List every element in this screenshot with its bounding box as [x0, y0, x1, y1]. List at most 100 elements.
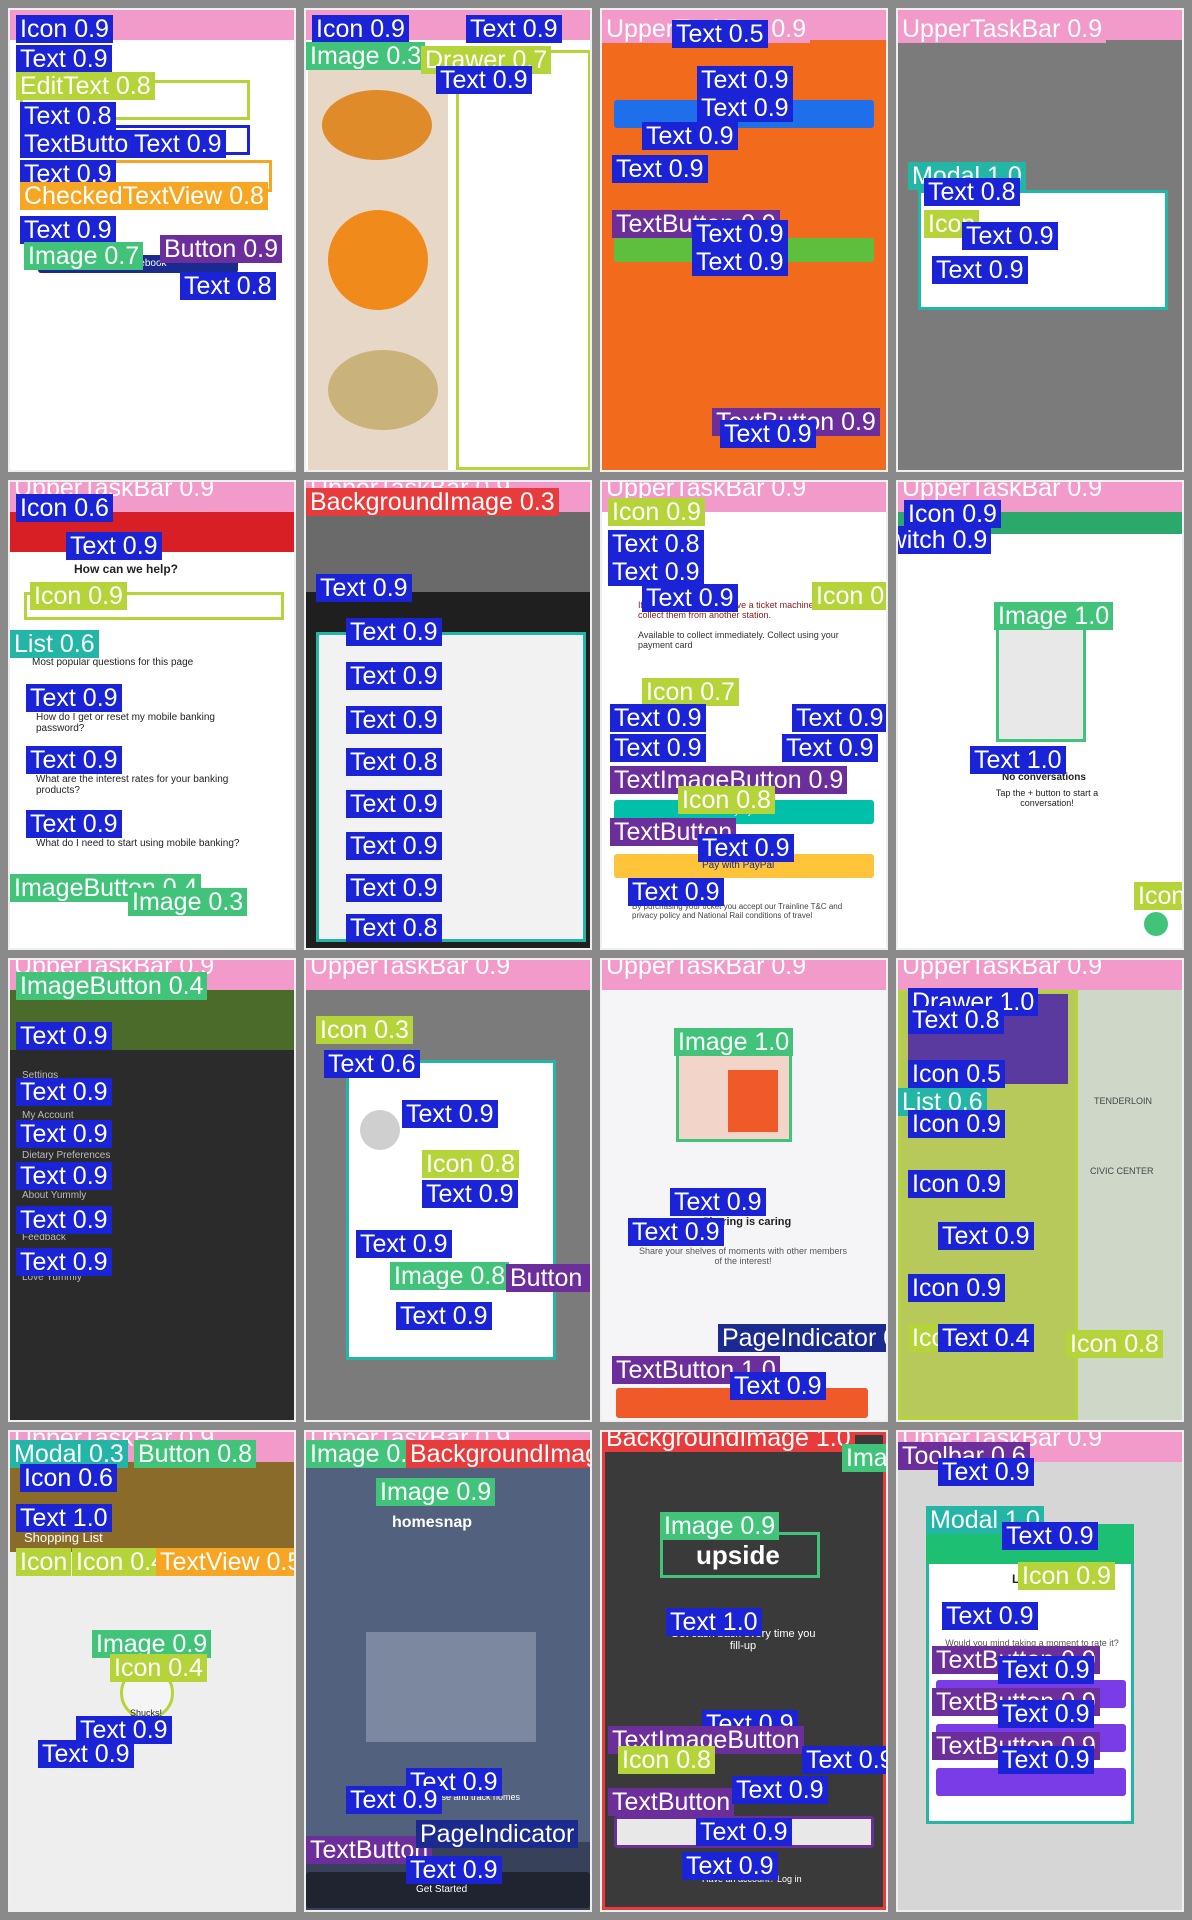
label-text: Text 0.9: [608, 558, 704, 586]
rate-prompt: Would you mind taking a moment to rate i…: [945, 1638, 1119, 1648]
screen-9: Settings My Account Dietary Preferences …: [8, 958, 296, 1422]
cashback-tagline: Get cash back every time you fill-up: [670, 1628, 816, 1652]
label-text: Text 0.9: [26, 746, 122, 774]
label-icon: Icon 0.4: [72, 1548, 169, 1576]
search-field[interactable]: [24, 592, 284, 620]
label-text: Text 0.9: [20, 160, 116, 188]
faq-question-2[interactable]: What are the interest rates for your ban…: [36, 774, 229, 796]
signin-text: Sign in to browse and track homes: [381, 1792, 521, 1802]
start-conversation-hint: Tap the + button to start a conversation…: [995, 788, 1099, 808]
label-text: Text 0.9: [612, 155, 708, 183]
label-text: Text 0.9: [130, 130, 226, 158]
menu-item-feedback[interactable]: Feedback: [22, 1232, 66, 1243]
add-conversation-button[interactable]: [1144, 912, 1168, 936]
faq-question-3[interactable]: What do I need to start using mobile ban…: [36, 838, 240, 849]
pay-by-card-label: Pay by card: [722, 806, 775, 817]
screen-5: How can we help? Most popular questions …: [8, 480, 296, 950]
label-text: Text 0.9: [610, 704, 706, 732]
screen-3: UpperTaskBar 0.9 Text 0.5 Text 0.9 Text …: [600, 8, 888, 472]
screen-4: UpperTaskBar 0.9 Modal 1.0 Text 0.8 Icon…: [896, 8, 1184, 472]
screen-13: Shopping List Shucks! UpperTaskBar 0.9 M…: [8, 1430, 296, 1912]
label-text: Text 0.9: [938, 1458, 1034, 1486]
label-text: Text 0.9: [792, 704, 886, 732]
bank-header: [10, 512, 294, 552]
screen-16: Love Fiverr? Would you mind taking a mom…: [896, 1430, 1184, 1912]
upper-taskbar: [602, 960, 886, 990]
label-edittext: EditText 0.8: [16, 72, 155, 100]
label-text: Text 0.9: [16, 1162, 112, 1190]
shopping-list-title: Shopping List: [24, 1530, 103, 1545]
no-conversations-title: No conversations: [1002, 772, 1086, 783]
green-button[interactable]: [614, 238, 874, 262]
shucks-label: Shucks!: [130, 1708, 163, 1718]
label-text: Text 0.9: [26, 684, 122, 712]
soup-bowl-image: [322, 90, 432, 160]
terms-text: By purchasing your ticket you accept our…: [632, 902, 843, 920]
have-account-link[interactable]: Have an account? Log in: [702, 1874, 802, 1884]
upper-taskbar: [10, 960, 294, 990]
label-textbutton: TextButton 0.9: [20, 130, 188, 158]
continue-button[interactable]: [616, 1388, 868, 1418]
label-text: Text 0.9: [670, 1188, 766, 1216]
label-text: Text 1.0: [970, 746, 1066, 774]
broth-bowl-image: [328, 350, 438, 430]
label-textimagebutton: TextImageButton 0.9: [610, 766, 848, 794]
label-icon: Icon: [1134, 882, 1182, 910]
facebook-login-button[interactable]: [38, 255, 238, 273]
label-text: Text 0.9: [720, 420, 816, 448]
label-text: Text 0.9: [76, 1716, 172, 1744]
modal: [918, 190, 1168, 310]
label-text: Text 0.8: [608, 530, 704, 558]
modal-header: [926, 1524, 1134, 1564]
help-title: How can we help?: [74, 562, 179, 576]
menu-item-settings[interactable]: Settings: [22, 1070, 59, 1081]
menu-item-about[interactable]: About Yummly: [22, 1190, 87, 1201]
carrot-soup-image: [328, 210, 428, 310]
avatar-icon: [360, 1110, 400, 1150]
screen-1: Log in with Facebook Icon 0.9 Text 0.9 E…: [8, 8, 296, 472]
popular-questions-title: Most popular questions for this page: [32, 657, 194, 668]
rate-button[interactable]: [936, 1680, 1126, 1708]
label-textbutton: TextButton 0.9: [612, 210, 780, 238]
upper-taskbar: [306, 1432, 590, 1462]
upper-taskbar: [10, 10, 294, 40]
label-text: Text 0.8: [20, 102, 116, 130]
later-button[interactable]: [936, 1724, 1126, 1752]
menu-item-love[interactable]: Love Yummly: [22, 1272, 82, 1283]
no-thanks-button[interactable]: [936, 1768, 1126, 1796]
screen-7: If the station does not have a ticket ma…: [600, 480, 888, 950]
upper-taskbar: [306, 960, 590, 990]
screen-8: No conversations Tap the + button to sta…: [896, 480, 1184, 950]
label-modal: Modal 1.0: [908, 162, 1026, 190]
screen-14: homesnap Sign in to browse and track hom…: [304, 1430, 592, 1912]
label-pageindicator: PageIndicator 0.9: [718, 1324, 886, 1352]
header-image: [10, 990, 294, 1050]
upper-taskbar: [602, 10, 886, 40]
empty-state-illustration: [996, 612, 1086, 742]
top-bar: [898, 512, 1182, 534]
menu-item-dietary[interactable]: Dietary Preferences: [22, 1150, 111, 1161]
upper-taskbar: [306, 482, 590, 512]
upper-taskbar: [602, 482, 886, 512]
label-textview: TextView 0.5: [156, 1548, 294, 1576]
screen-2: Icon 0.9 Text 0.9 Image 0.3 Drawer 0.7 T…: [304, 8, 592, 472]
screen-11: Sharing is caring Share your shelves of …: [600, 958, 888, 1422]
screen-12: TENDERLOIN CIVIC CENTER UpperTaskBar 0.9…: [896, 958, 1184, 1422]
signup-button[interactable]: [614, 1816, 874, 1848]
label-text: Text 0.9: [610, 734, 706, 762]
label-image: Image 0.9: [92, 1630, 212, 1658]
background-image: [306, 512, 590, 592]
label-text: Text 0.9: [16, 1120, 112, 1148]
upper-taskbar: [10, 1432, 294, 1462]
label-icon: Icon 0.7: [642, 678, 739, 706]
faq-question-1[interactable]: How do I get or reset my mobile banking …: [36, 712, 215, 734]
menu-item-account[interactable]: My Account: [22, 1110, 74, 1121]
upper-taskbar: [306, 10, 590, 40]
facebook-login-label: Log in with Facebook: [72, 258, 167, 269]
station-notice: If the station does not have a ticket ma…: [638, 600, 851, 620]
get-started-label: Get Started: [416, 1884, 468, 1895]
content-list: [316, 632, 586, 942]
label-text: Text 0.9: [16, 1206, 112, 1234]
blue-bar: [614, 100, 874, 128]
